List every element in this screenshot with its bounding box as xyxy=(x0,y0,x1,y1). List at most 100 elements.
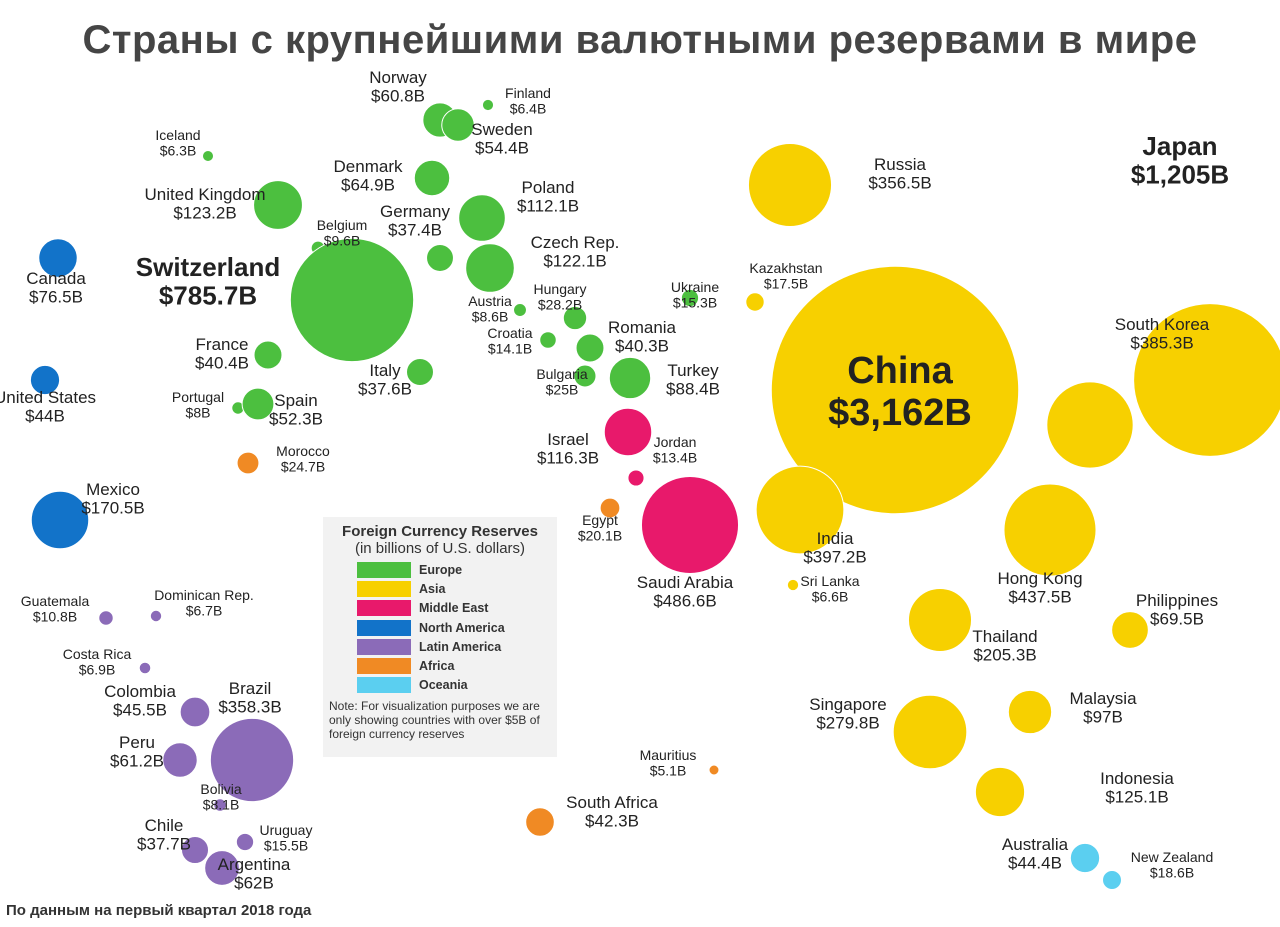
country-shape xyxy=(1133,303,1280,457)
legend-label: Oceania xyxy=(419,678,468,693)
country-shape xyxy=(603,407,653,457)
country-shape xyxy=(747,142,833,228)
country-name: United States xyxy=(0,388,96,407)
country-shape xyxy=(213,798,227,812)
country-name: Russia xyxy=(874,155,927,174)
country-value: $17.5B xyxy=(764,275,808,291)
legend-item: North America xyxy=(357,618,551,637)
country-value: $60.8B xyxy=(371,87,425,106)
country-shape xyxy=(599,497,621,519)
country-name: Thailand xyxy=(972,627,1037,646)
country-shape xyxy=(608,356,652,400)
country-name: Indonesia xyxy=(1100,769,1174,788)
country-name: Germany xyxy=(380,202,450,221)
country-shape xyxy=(770,265,1020,515)
country-shape xyxy=(1102,870,1122,890)
legend-swatch xyxy=(357,677,411,694)
legend-items: Europe Asia Middle East North America Latin … xyxy=(329,560,551,695)
country-name: Finland xyxy=(505,85,551,101)
country-shape xyxy=(426,244,454,272)
country-shape xyxy=(786,578,800,592)
country-name: South Korea xyxy=(1115,315,1210,334)
country-value: $76.5B xyxy=(29,288,83,307)
country-name: Hong Kong xyxy=(997,569,1082,588)
country-name: India xyxy=(817,529,854,548)
country-shape xyxy=(179,696,211,728)
country-name: China xyxy=(847,350,953,392)
legend-swatch xyxy=(357,580,411,597)
legend-swatch xyxy=(357,600,411,617)
country-shape xyxy=(253,340,283,370)
legend-item: Asia xyxy=(357,579,551,598)
country-value: $10.8B xyxy=(33,608,77,624)
country-name: Bulgaria xyxy=(536,366,588,382)
country-value: $37.7B xyxy=(137,835,191,854)
country-shape xyxy=(745,292,765,312)
country-name: Belgium xyxy=(317,217,368,233)
country-value: $1,205B xyxy=(1131,160,1229,190)
country-shape xyxy=(204,850,240,886)
country-value: $6.7B xyxy=(186,602,223,618)
country-name: Denmark xyxy=(334,157,403,176)
country-name: Egypt xyxy=(582,512,618,528)
country-value: $6.9B xyxy=(79,661,116,677)
country-value: $486.6B xyxy=(653,592,716,611)
country-shape xyxy=(458,194,506,242)
country-shape xyxy=(573,364,597,388)
country-value: $8B xyxy=(186,404,211,420)
country-name: Poland xyxy=(522,178,575,197)
country-name: Kazakhstan xyxy=(749,260,822,276)
legend-swatch xyxy=(357,658,411,675)
country-shape xyxy=(562,305,588,331)
country-value: $69.5B xyxy=(1150,610,1204,629)
country-shape xyxy=(1007,689,1053,735)
country-value: $8.6B xyxy=(472,308,509,324)
country-shape xyxy=(162,742,198,778)
country-shape xyxy=(708,764,720,776)
country-name: Switzerland xyxy=(136,252,280,282)
country-shape xyxy=(907,587,973,653)
country-shape xyxy=(201,149,215,163)
country-name: Peru xyxy=(119,733,155,752)
country-name: Colombia xyxy=(104,682,176,701)
legend-swatch xyxy=(357,619,411,636)
country-shape xyxy=(406,358,434,386)
country-name: Australia xyxy=(1002,835,1069,854)
country-shape xyxy=(30,490,90,550)
country-value: $18.6B xyxy=(1150,864,1194,880)
country-value: $44B xyxy=(25,407,65,426)
country-name: Brazil xyxy=(229,679,272,698)
country-name: Croatia xyxy=(487,325,532,341)
legend-label: Europe xyxy=(419,562,463,577)
country-value: $45.5B xyxy=(113,701,167,720)
country-shape xyxy=(1069,842,1101,874)
country-name: Chile xyxy=(145,816,184,835)
country-value: $170.5B xyxy=(81,499,144,518)
country-shape xyxy=(640,475,740,575)
footer: По данным на первый квартал 2018 года xyxy=(6,902,312,919)
country-name: Romania xyxy=(608,318,677,337)
country-value: $205.3B xyxy=(973,646,1036,665)
legend-label: Asia xyxy=(419,581,446,596)
country-value: $6.4B xyxy=(510,100,547,116)
country-name: Sweden xyxy=(471,120,532,139)
country-name: Hungary xyxy=(534,281,587,297)
country-shape xyxy=(29,364,61,396)
country-name: Morocco xyxy=(276,443,330,459)
country-value: $13.4B xyxy=(653,449,697,465)
country-value: $437.5B xyxy=(1008,588,1071,607)
country-shape xyxy=(680,288,700,308)
legend-item: Oceania xyxy=(357,676,551,695)
country-shape xyxy=(627,469,645,487)
country-name: Mexico xyxy=(86,480,140,499)
legend-note: Note: For visualization purposes we are … xyxy=(329,699,540,742)
country-name: United Kingdom xyxy=(145,185,266,204)
country-shape xyxy=(253,180,303,230)
country-name: Iceland xyxy=(155,127,200,143)
country-name: Italy xyxy=(369,361,401,380)
country-name: Jordan xyxy=(654,434,697,450)
country-name: Norway xyxy=(369,68,427,87)
country-shape xyxy=(755,465,845,555)
